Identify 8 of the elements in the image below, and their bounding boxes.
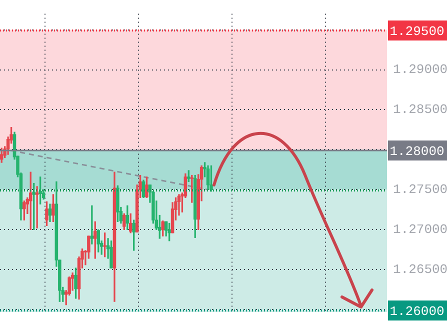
ref-line-label: 1.29500 [390,24,444,39]
y-tick-label: 1.26500 [393,262,447,278]
y-tick-label: 1.27500 [393,182,447,198]
y-tick-label: 1.28500 [393,102,447,118]
ref-line-label: 1.26000 [390,304,444,319]
y-tick-label: 1.29000 [393,62,447,78]
ref-line-label: 1.28000 [390,144,444,159]
y-tick-label: 1.27000 [393,222,447,238]
